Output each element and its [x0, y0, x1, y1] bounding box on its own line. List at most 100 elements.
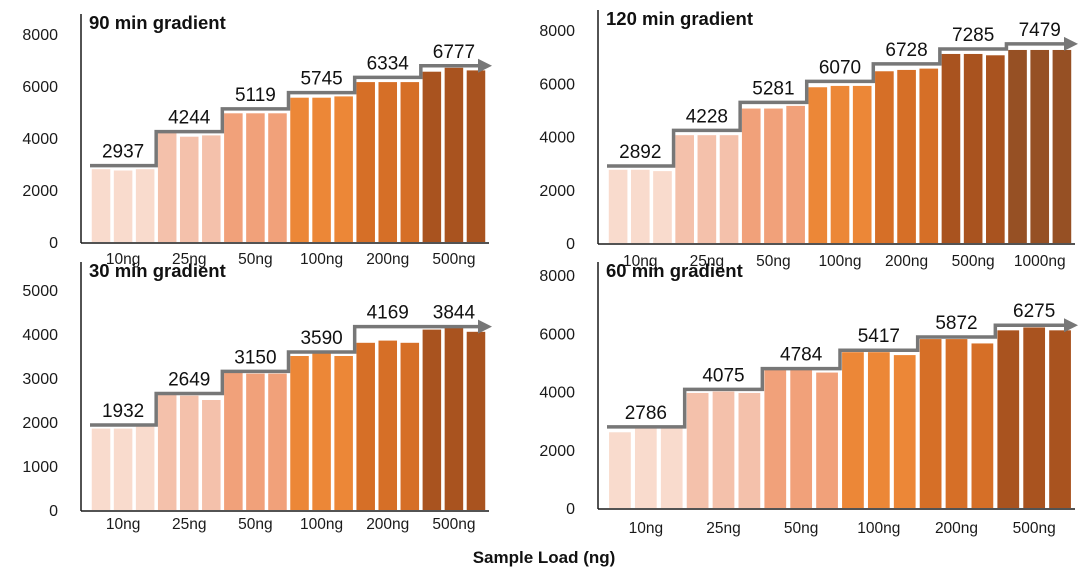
bar	[608, 169, 628, 243]
y-tick-label: 6000	[539, 326, 575, 343]
y-tick-label: 2000	[22, 183, 58, 200]
bar	[400, 342, 420, 510]
bar	[609, 432, 631, 508]
step-line	[90, 64, 479, 168]
bar	[653, 171, 672, 243]
bar	[945, 339, 968, 508]
bar	[224, 371, 243, 510]
step-value-label: 4075	[702, 365, 744, 386]
bar	[202, 400, 221, 510]
y-tick-label: 5000	[22, 283, 58, 300]
step-line	[90, 324, 479, 427]
y-tick-label: 0	[566, 501, 575, 518]
bar	[875, 71, 894, 243]
chart-panel: 0 1000 2000 3000 4000 5000 10ng 25ng 50ng 100ng 20…	[22, 260, 492, 533]
x-tick-label: 100ng	[300, 251, 343, 268]
y-tick-label: 4000	[22, 131, 58, 148]
x-tick-label: 500ng	[432, 251, 475, 268]
bar	[290, 356, 309, 510]
x-tick-label: 200ng	[885, 253, 928, 270]
step-value-label: 5417	[858, 326, 900, 347]
bar	[466, 331, 486, 510]
step-value-label: 4244	[168, 108, 211, 129]
y-tick-label: 2000	[22, 415, 58, 432]
bar	[919, 339, 942, 508]
x-tick-label: 25ng	[172, 516, 206, 533]
chart-panel: 0 2000 4000 6000 8000 10ng 25ng 50ng 100ng 200ng 5…	[22, 12, 492, 268]
y-tick-label: 0	[49, 235, 58, 252]
y-tick-label: 8000	[539, 23, 575, 40]
bar	[422, 329, 442, 510]
step-value-label: 6777	[433, 42, 475, 63]
bar	[202, 135, 221, 242]
bar	[246, 113, 265, 242]
step-arrowhead	[478, 58, 492, 73]
bar	[135, 424, 155, 510]
bar	[246, 373, 265, 510]
bar	[334, 356, 353, 510]
bar	[157, 393, 177, 510]
x-tick-label: 50ng	[784, 520, 818, 537]
chart-title: 30 min gradient	[89, 260, 226, 281]
step-line	[607, 42, 1065, 168]
x-tick-label: 25ng	[706, 520, 740, 537]
bar	[997, 330, 1020, 508]
chart-panel: 0 2000 4000 6000 8000 10ng 25ng 50ng 100ng 200ng 5…	[539, 8, 1078, 270]
step-value-label: 7479	[1019, 20, 1061, 41]
bar	[91, 428, 111, 510]
bar	[466, 70, 486, 243]
x-tick-label: 25ng	[690, 253, 724, 270]
bar	[634, 427, 657, 508]
y-tick-label: 4000	[539, 130, 575, 147]
bar	[941, 53, 961, 244]
bar	[312, 97, 331, 242]
step-arrowhead	[1064, 36, 1078, 51]
step-arrowhead	[478, 319, 492, 334]
step-value-label: 4169	[367, 303, 409, 324]
x-tick-label: 200ng	[935, 520, 978, 537]
y-tick-label: 4000	[22, 327, 58, 344]
y-tick-label: 0	[566, 236, 575, 253]
bar	[224, 113, 243, 242]
step-value-label: 6334	[367, 53, 410, 74]
x-tick-label: 50ng	[238, 251, 272, 268]
step-value-label: 6275	[1013, 301, 1055, 322]
bar	[356, 82, 375, 242]
bar	[113, 170, 133, 242]
step-value-label: 3590	[300, 328, 342, 349]
step-value-label: 5281	[752, 78, 794, 99]
bar	[157, 132, 177, 242]
x-tick-label: 100ng	[857, 520, 900, 537]
bar	[1023, 327, 1046, 508]
y-tick-label: 2000	[539, 443, 575, 460]
bar	[764, 369, 787, 508]
bar	[719, 135, 739, 243]
bar	[675, 135, 694, 243]
bar	[444, 67, 464, 242]
bar	[897, 69, 916, 243]
bar	[113, 428, 133, 510]
y-tick-label: 1000	[22, 459, 58, 476]
bar	[971, 343, 994, 508]
bar	[764, 108, 783, 243]
bar	[268, 113, 287, 242]
x-tick-label: 10ng	[106, 251, 140, 268]
step-value-label: 5872	[935, 313, 977, 334]
bar	[790, 369, 813, 508]
x-axis-label: Sample Load (ng)	[473, 548, 616, 567]
bar	[852, 85, 872, 243]
bar	[444, 327, 464, 510]
bar	[686, 392, 709, 508]
x-tick-label: 200ng	[366, 251, 409, 268]
x-tick-label: 500ng	[1013, 520, 1056, 537]
step-value-label: 6728	[885, 40, 927, 61]
bar	[400, 82, 420, 242]
step-value-label: 5119	[235, 85, 276, 106]
y-tick-label: 2000	[539, 183, 575, 200]
y-tick-label: 3000	[22, 371, 58, 388]
bar	[356, 342, 375, 510]
bar	[179, 136, 199, 242]
step-value-label: 7285	[952, 25, 994, 46]
step-value-label: 5745	[300, 69, 342, 90]
chart-panel: 0 2000 4000 6000 8000 10ng 25ng 50ng 100ng 200ng 5…	[539, 260, 1078, 537]
